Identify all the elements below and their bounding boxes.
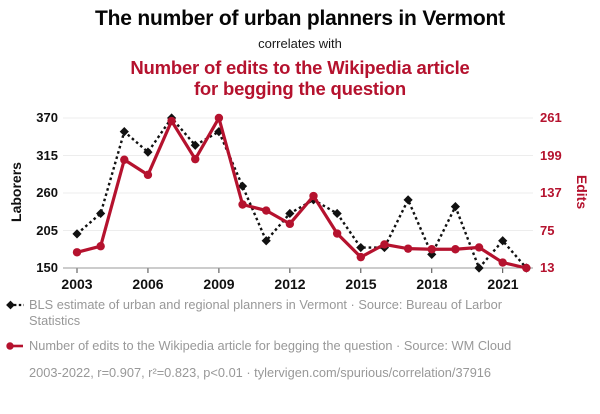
chart-canvas bbox=[63, 113, 533, 273]
xtick-2015: 2015 bbox=[345, 276, 377, 292]
right-axis-title: Edits bbox=[574, 174, 590, 210]
xtick-2012: 2012 bbox=[274, 276, 306, 292]
left-axis-title: Laborers bbox=[8, 162, 24, 222]
right-ytick-199: 199 bbox=[540, 147, 562, 163]
secondary-title: Number of edits to the Wikipedia article… bbox=[130, 57, 470, 100]
right-ytick-261: 261 bbox=[540, 110, 562, 125]
right-ytick-13: 13 bbox=[540, 260, 555, 275]
xtick-2009: 2009 bbox=[203, 276, 235, 292]
correlates-with-text: correlates with bbox=[258, 36, 342, 51]
title-block: The number of urban planners in Vermont … bbox=[0, 7, 600, 100]
legend-item-label: BLS estimate of urban and regional plann… bbox=[29, 297, 503, 328]
left-ytick-205: 205 bbox=[36, 222, 58, 238]
xtick-2006: 2006 bbox=[132, 276, 164, 292]
stats-source-note: 2003-2022, r=0.907, r²=0.823, p<0.01 · t… bbox=[29, 364, 492, 380]
legend: BLS estimate of urban and regional plann… bbox=[6, 297, 584, 380]
left-ytick-315: 315 bbox=[36, 147, 58, 163]
xtick-2003: 2003 bbox=[61, 276, 93, 292]
right-ytick-75: 75 bbox=[540, 222, 555, 238]
red-circle-solid-icon bbox=[6, 342, 23, 350]
xtick-2018: 2018 bbox=[416, 276, 448, 292]
left-ytick-260: 260 bbox=[36, 185, 58, 200]
left-ytick-150: 150 bbox=[36, 260, 58, 275]
page-title: The number of urban planners in Vermont bbox=[95, 7, 505, 30]
legend-item-label: Number of edits to the Wikipedia article… bbox=[29, 337, 512, 353]
black-diamond-dashed-icon bbox=[6, 300, 24, 310]
xtick-2021: 2021 bbox=[487, 276, 519, 292]
legend-item-laborers: BLS estimate of urban and regional plann… bbox=[6, 297, 584, 329]
left-ytick-370: 370 bbox=[36, 110, 58, 125]
right-ytick-137: 137 bbox=[540, 185, 562, 200]
legend-item-edits: Number of edits to the Wikipedia article… bbox=[6, 338, 584, 354]
